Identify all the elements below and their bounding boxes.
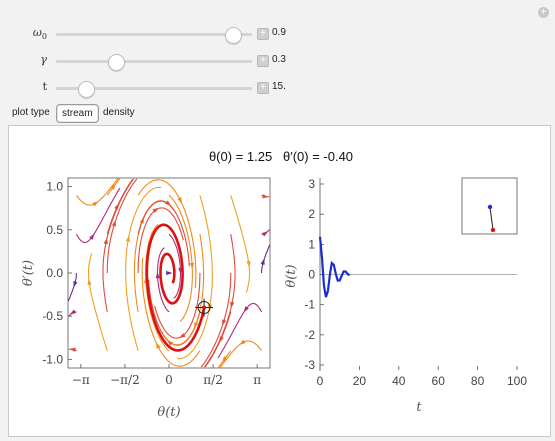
time-y-tick-label: 1 — [308, 237, 315, 251]
phase-x-tick-label: 0 — [165, 373, 173, 387]
omega0-value: 0.9 — [272, 27, 286, 38]
time-y-tick-label: -1 — [304, 298, 315, 312]
phase-y-tick-label: -0.5 — [42, 309, 63, 323]
gamma-slider-thumb[interactable] — [107, 54, 125, 71]
stream-button[interactable]: stream — [56, 104, 99, 123]
phase-y-tick-label: -1.0 — [42, 352, 63, 366]
omega0-slider[interactable] — [56, 27, 252, 44]
omega0-slider-thumb[interactable] — [225, 27, 243, 44]
trajectory-path — [145, 223, 206, 352]
stream-arrow — [261, 231, 269, 237]
phase-y-ticks: -1.0 -0.5 0.0 0.5 1.0 — [42, 180, 72, 366]
time-x-tick-label: 40 — [392, 374, 406, 388]
stream-lines — [67, 178, 271, 368]
t-label: t — [42, 80, 47, 93]
time-x-axis-label: t — [416, 400, 422, 415]
stream-arrow — [239, 339, 246, 345]
phase-y-axis-label: θ′(t) — [21, 260, 36, 286]
t-slider[interactable] — [56, 81, 252, 98]
time-y-tick-label: -3 — [304, 358, 315, 372]
stream-arrow — [103, 237, 108, 245]
stream-arrow — [189, 262, 195, 270]
stream-arrow — [166, 270, 173, 276]
stream-arrow — [152, 207, 160, 213]
gamma-label: γ — [40, 53, 47, 66]
output-graphics: θ(0) = 1.25 θ′(0) = -0.40 −π −π/2 0 π/2 π -1… — [21, 149, 527, 420]
stream-arrow — [178, 333, 186, 339]
stream-arrow — [92, 201, 99, 207]
phase-y-tick-label: 0.5 — [46, 223, 63, 237]
omega0-expand-icon[interactable]: + — [257, 28, 269, 40]
reset-icon[interactable]: + — [538, 7, 549, 18]
pendulum-inset — [461, 177, 518, 235]
omega0-label: ω0 — [32, 26, 47, 42]
phase-trajectory — [145, 223, 206, 352]
gamma-expand-icon[interactable]: + — [257, 55, 269, 67]
stream-arrow — [230, 301, 235, 309]
time-y-tick-label: 0 — [308, 268, 315, 282]
time-y-tick-label: 3 — [308, 177, 315, 191]
phase-x-axis-label: θ(t) — [157, 405, 180, 420]
time-x-tick-label: 80 — [471, 374, 485, 388]
t-slider-thumb[interactable] — [78, 81, 96, 98]
time-x-tick-label: 0 — [317, 374, 324, 388]
t-value: 15. — [272, 81, 286, 92]
gamma-control: γ + 0.3 — [0, 50, 555, 72]
density-button[interactable]: density — [103, 107, 135, 118]
omega0-control: ω0 + 0.9 — [0, 23, 555, 45]
phase-y-tick-label: 0.0 — [46, 266, 63, 280]
stream-arrow — [193, 322, 199, 329]
phase-x-tick-label: −π — [72, 373, 90, 387]
stream-arrow — [73, 281, 78, 288]
time-y-tick-label: 2 — [308, 207, 315, 221]
locator-dot — [202, 305, 207, 310]
time-x-ticks: 0 20 40 60 80 100 — [317, 366, 527, 388]
stream-arrow — [110, 183, 116, 190]
time-series-chart: 0 20 40 60 80 100 -3 -2 -1 0 1 2 3 t θ(t) — [284, 177, 527, 415]
phase-x-ticks: −π −π/2 0 π/2 π — [72, 364, 261, 387]
pendulum-pivot — [487, 204, 493, 210]
initial-conditions-title: θ(0) = 1.25 θ′(0) = -0.40 — [209, 149, 353, 164]
time-y-ticks: -3 -2 -1 0 1 2 3 — [304, 177, 324, 372]
stream-arrow — [87, 278, 92, 285]
pendulum-rod — [489, 206, 494, 231]
phase-x-tick-label: π/2 — [203, 373, 223, 387]
stream-arrow — [243, 306, 249, 313]
time-x-tick-label: 20 — [353, 374, 367, 388]
stream-arrow — [246, 261, 251, 268]
pendulum-bob — [490, 227, 496, 233]
stream-arrow — [222, 356, 228, 363]
time-x-tick-label: 60 — [432, 374, 446, 388]
plot-type-label: plot type — [12, 107, 50, 118]
t-control: t + 15. — [0, 77, 555, 99]
gamma-value: 0.3 — [272, 54, 286, 65]
t-expand-icon[interactable]: + — [257, 82, 269, 94]
stream-arrow — [222, 319, 227, 327]
gamma-slider[interactable] — [56, 54, 252, 71]
output-panel: θ(0) = 1.25 θ′(0) = -0.40 −π −π/2 0 π/2 π -1… — [8, 125, 551, 437]
stream-arrow — [125, 235, 130, 242]
time-y-axis-label: θ(t) — [284, 264, 299, 287]
phase-x-tick-label: π — [253, 373, 261, 387]
time-y-tick-label: -2 — [304, 328, 315, 342]
stream-arrow — [262, 194, 269, 199]
phase-y-tick-label: 1.0 — [46, 180, 63, 194]
time-x-tick-label: 100 — [507, 374, 527, 388]
stream-arrow — [260, 258, 265, 265]
stream-arrow — [111, 219, 116, 227]
stream-arrow — [114, 203, 119, 210]
stream-arrow — [165, 200, 172, 207]
stream-arrow — [69, 347, 76, 352]
initial-point-locator[interactable] — [195, 298, 214, 317]
stream-arrow — [69, 309, 77, 315]
stream-arrow — [177, 197, 183, 204]
theta-series-line — [318, 236, 351, 298]
phase-x-tick-label: −π/2 — [110, 373, 140, 387]
stream-arrow — [155, 271, 160, 279]
phase-portrait-chart: −π −π/2 0 π/2 π -1.0 -0.5 0.0 0.5 1.0 θ(t) θ′(t) — [21, 177, 271, 420]
stream-arrow — [89, 233, 95, 240]
stream-arrow — [155, 342, 161, 349]
